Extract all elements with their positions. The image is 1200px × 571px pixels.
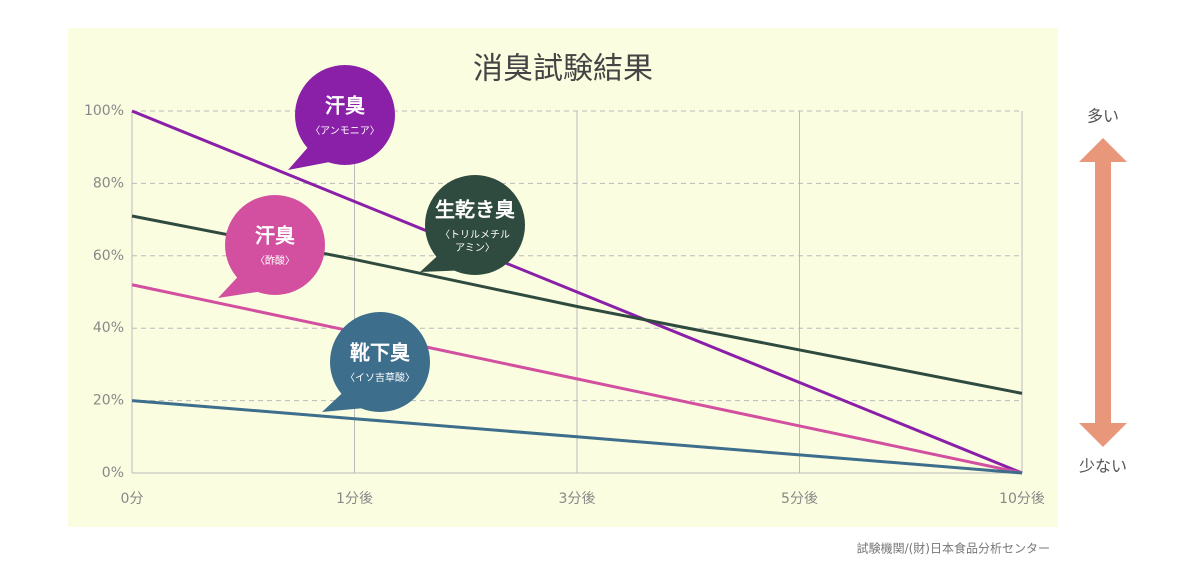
bubble: [225, 195, 325, 295]
data-line: [131, 283, 1023, 475]
label-bubble: 靴下臭〈イソ吉草酸〉: [322, 312, 430, 412]
arrow-shaft: [1095, 158, 1111, 428]
x-tick-label: 3分後: [559, 491, 596, 507]
arrow-head: [1079, 423, 1127, 447]
arrow-head: [1079, 138, 1127, 162]
bubble-name: 汗臭: [325, 94, 365, 118]
y-tick-label: 100%: [84, 103, 124, 119]
bubble-sublabel: 〈イソ吉草酸〉: [345, 371, 415, 384]
data-line: [131, 399, 1023, 475]
bubble-name: 汗臭: [255, 224, 295, 248]
bubble-sublabel: 〈酢酸〉: [255, 254, 295, 267]
bubble-name: 生乾き臭: [435, 198, 515, 222]
bubble: [295, 65, 395, 165]
label-bubble: 汗臭〈アンモニア〉: [288, 65, 395, 170]
bubble-sublabel: 〈トリルメチル: [440, 229, 510, 241]
bubble: [330, 312, 430, 412]
label-bubble: 汗臭〈酢酸〉: [218, 195, 325, 298]
y-tick-label: 40%: [93, 320, 124, 336]
bubble-sublabel: アミン〉: [455, 242, 495, 254]
bubble: [425, 175, 525, 275]
x-tick-label: 0分: [121, 491, 144, 507]
x-tick-label: 1分後: [336, 491, 373, 507]
arrow-top-label: 多い: [1087, 107, 1119, 126]
source-note: 試験機関/(財)日本食品分析センター: [857, 541, 1050, 556]
arrow-bottom-label: 少ない: [1079, 457, 1127, 476]
y-tick-label: 80%: [93, 175, 124, 191]
y-tick-label: 20%: [93, 393, 124, 409]
bubble-sublabel: 〈アンモニア〉: [310, 125, 380, 137]
y-tick-label: 60%: [93, 248, 124, 264]
data-line: [131, 109, 1023, 475]
y-tick-label: 0%: [102, 465, 124, 481]
x-tick-label: 5分後: [781, 491, 818, 507]
plot-panel: [68, 28, 1058, 527]
chart-title: 消臭試験結果: [473, 52, 653, 87]
x-tick-label: 10分後: [999, 491, 1045, 507]
bubble-name: 靴下臭: [350, 341, 410, 365]
